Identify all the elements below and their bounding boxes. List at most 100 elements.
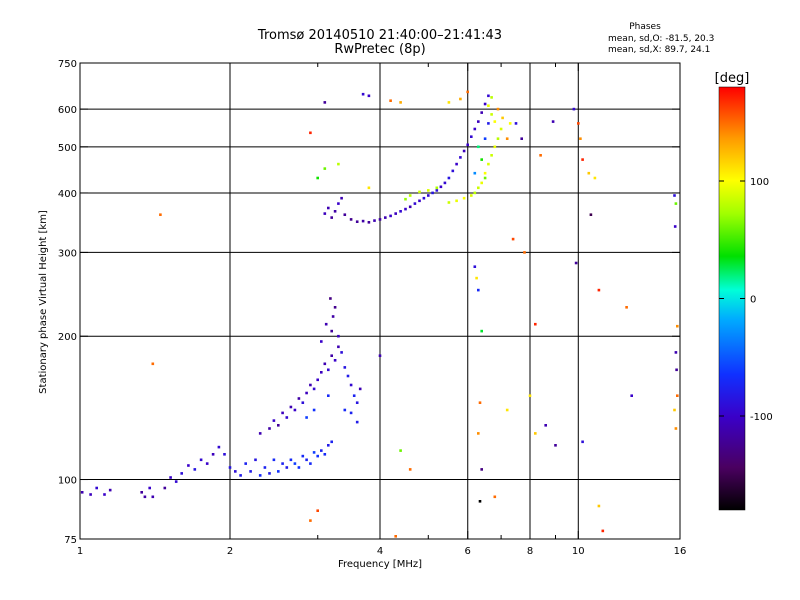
x-tick-label: 6 [465, 546, 471, 557]
data-point [394, 212, 397, 215]
data-point [340, 351, 343, 354]
data-point [180, 472, 183, 475]
data-point [327, 394, 330, 397]
data-point [324, 322, 328, 326]
data-point [389, 99, 392, 102]
data-point [443, 181, 447, 185]
data-point [408, 468, 412, 471]
data-point [418, 190, 421, 194]
data-point [258, 474, 262, 477]
data-point [389, 214, 392, 218]
y-tick-label: 400 [58, 189, 77, 200]
data-point [551, 120, 555, 123]
data-point [367, 221, 371, 224]
data-point [378, 354, 382, 357]
data-point [239, 474, 242, 477]
data-point [297, 397, 301, 400]
data-point [480, 329, 483, 333]
data-point [327, 444, 330, 447]
data-point [475, 276, 478, 280]
data-point [327, 206, 330, 210]
data-point [528, 394, 532, 397]
data-point [199, 458, 203, 462]
data-point [355, 420, 359, 424]
colorbar-tick-label: 0 [750, 295, 756, 306]
data-point [330, 329, 333, 333]
data-point [581, 158, 584, 161]
data-point [477, 432, 480, 435]
data-point [349, 383, 353, 387]
data-point [272, 458, 276, 462]
data-point [211, 453, 215, 456]
data-point [277, 424, 280, 427]
data-point [151, 362, 155, 366]
data-point [343, 213, 347, 216]
data-point [277, 470, 280, 473]
data-point [367, 186, 371, 190]
phases-o-stats: mean, sd,O: -81.5, 20.3 [608, 34, 714, 44]
data-point [330, 440, 333, 444]
data-point [625, 306, 628, 309]
data-point [205, 462, 209, 465]
data-point [361, 92, 365, 96]
y-axis-ticks: 75 100 200 300 400 500 600 750 [58, 59, 680, 546]
data-point [330, 354, 333, 357]
data-point [676, 394, 679, 397]
data-point [581, 440, 584, 444]
data-point [487, 104, 490, 107]
data-point [439, 185, 443, 189]
data-point [309, 519, 312, 522]
data-point [508, 122, 512, 125]
data-point [320, 340, 323, 343]
x-tick-label: 10 [572, 546, 585, 557]
data-point [285, 466, 289, 469]
data-point [228, 466, 232, 469]
data-point [493, 120, 497, 123]
data-point [323, 362, 327, 366]
data-point [459, 97, 462, 101]
data-point [447, 176, 451, 180]
data-point [455, 199, 458, 203]
data-point [289, 405, 293, 409]
data-point [108, 488, 112, 492]
data-point [293, 408, 297, 412]
data-point [477, 120, 480, 123]
data-point [673, 408, 676, 412]
data-point [466, 90, 469, 94]
data-point [574, 261, 578, 265]
data-point [320, 371, 323, 374]
data-point [579, 137, 582, 140]
data-point [378, 218, 382, 221]
data-point [487, 122, 490, 125]
data-point [447, 201, 451, 204]
data-point [103, 493, 106, 496]
data-point [320, 449, 323, 452]
data-point [674, 427, 678, 430]
data-point [477, 145, 480, 149]
data-point [323, 212, 327, 215]
data-point [223, 453, 226, 456]
data-point [343, 366, 347, 369]
colorbar-tick-label: 100 [750, 177, 769, 188]
data-point [355, 401, 359, 404]
data-point [151, 495, 155, 499]
data-point [459, 156, 462, 159]
data-point [462, 149, 466, 153]
data-point [493, 495, 497, 499]
data-point [340, 196, 343, 200]
data-point [159, 213, 162, 216]
data-point [399, 210, 402, 213]
data-points [80, 90, 679, 538]
data-point [352, 394, 356, 397]
y-tick-label: 200 [58, 332, 77, 343]
y-tick-label: 75 [64, 535, 77, 546]
chart-subtitle: RwPretec (8p) [334, 42, 425, 57]
data-point [349, 218, 353, 221]
data-point [630, 394, 633, 397]
data-point [534, 322, 537, 326]
data-point [480, 158, 483, 161]
data-point [148, 486, 151, 490]
data-point [505, 408, 509, 412]
data-point [169, 476, 172, 479]
data-point [193, 468, 197, 471]
